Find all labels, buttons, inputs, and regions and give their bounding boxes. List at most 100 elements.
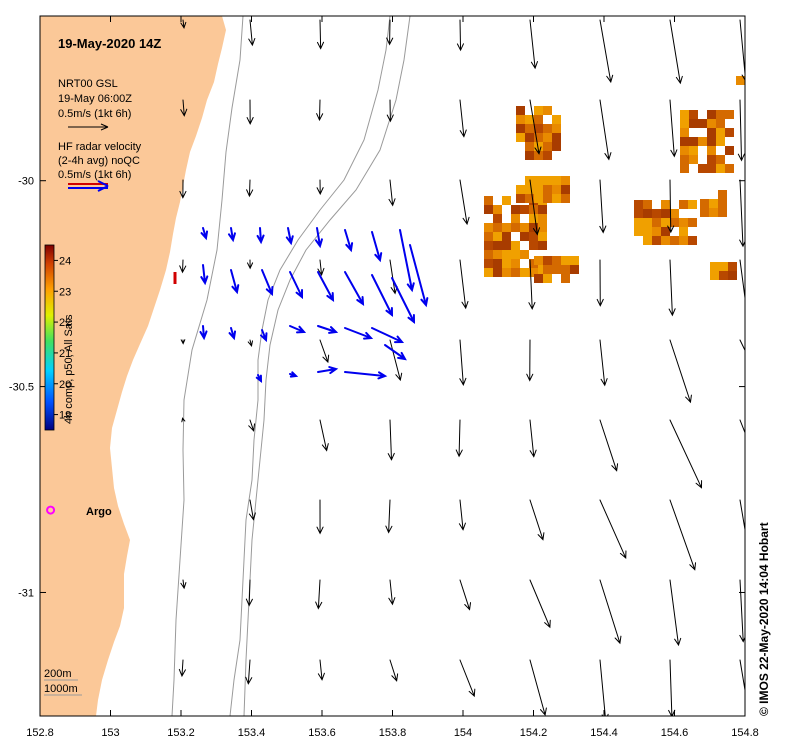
x-tick-label: 153.8: [379, 727, 407, 739]
model-arrow: [315, 579, 323, 610]
radar-arrow: [371, 274, 394, 318]
sst-cell: [728, 271, 737, 280]
sst-cell: [719, 262, 728, 271]
sst-cell: [661, 227, 670, 236]
sst-cell: [538, 223, 547, 232]
sst-cell: [511, 214, 520, 223]
sst-cell: [525, 185, 534, 194]
colorbar-ticks: 24 23 22 21 20 19: [54, 255, 71, 422]
sst-cell: [552, 124, 561, 133]
sst-cell: [652, 209, 661, 218]
x-tick-label: 154: [454, 727, 472, 739]
model-arrow: [529, 579, 551, 629]
sst-cell: [680, 137, 689, 146]
model-arrow: [599, 339, 608, 387]
colorbar-tick-label: 20: [59, 379, 71, 391]
sst-cell: [718, 208, 727, 217]
model-arrow: [455, 419, 463, 458]
colorbar-label: 4h comp, p50, All Sats: [63, 314, 75, 424]
sst-cell: [570, 256, 579, 265]
y-tick-label: -31: [18, 587, 34, 599]
sst-cell: [698, 164, 707, 173]
model-arrow: [179, 259, 187, 274]
sst-cell: [511, 259, 520, 268]
sst-cell: [520, 205, 529, 214]
sst-cell: [561, 256, 570, 265]
radar-arrow: [344, 229, 354, 253]
sst-cell: [516, 133, 525, 142]
model-arrow: [739, 579, 745, 643]
radar-arrow: [344, 371, 388, 380]
sst-cell: [643, 209, 652, 218]
sst-cell: [552, 265, 561, 274]
sst-cell: [511, 205, 520, 214]
sst-cell: [680, 110, 689, 119]
sst-cell: [484, 205, 493, 214]
model-legend-name: NRT00 GSL: [58, 78, 118, 90]
sst-cell: [511, 268, 520, 277]
x-tick-label: 153.2: [167, 727, 195, 739]
argo-float-marker: [46, 505, 56, 515]
sst-cell: [534, 256, 543, 265]
model-arrow: [599, 499, 627, 559]
sst-cell: [561, 176, 570, 185]
sst-cell: [689, 110, 698, 119]
colorbar-tick-label: 19: [59, 410, 71, 422]
model-arrow: [529, 19, 538, 70]
sst-cell: [561, 265, 570, 274]
sst-cell: [716, 137, 725, 146]
sst-cell: [707, 164, 716, 173]
sst-cell: [718, 199, 727, 208]
sst-cell: [534, 185, 543, 194]
x-tick-label: 153.4: [238, 727, 266, 739]
sst-cell: [511, 223, 520, 232]
sst-cell: [529, 223, 538, 232]
model-arrow: [529, 419, 537, 458]
sst-cell: [552, 115, 561, 124]
radar-arrow: [314, 227, 323, 249]
sst-cell: [525, 151, 534, 160]
model-arrow: [387, 419, 395, 461]
sst-cell: [484, 232, 493, 241]
imos-credit: © IMOS 22-May-2020 14:04 Hobart: [757, 522, 771, 716]
x-tick-label: 154.2: [520, 727, 548, 739]
model-arrow: [459, 99, 467, 138]
sst-cell: [634, 227, 643, 236]
y-tick-label: -30.5: [9, 382, 34, 394]
model-arrow: [459, 179, 470, 226]
model-arrow: [668, 659, 676, 716]
model-arrow: [459, 579, 472, 611]
model-arrow: [317, 659, 325, 681]
sst-cell: [516, 124, 525, 133]
sst-cell: [529, 241, 538, 250]
sst-cell: [661, 218, 670, 227]
x-tick-label: 153: [101, 727, 119, 739]
sst-cell: [670, 236, 679, 245]
sst-cell: [534, 115, 543, 124]
sst-cell: [652, 236, 661, 245]
model-arrow: [248, 499, 256, 521]
radar-arrow: [230, 269, 240, 295]
model-arrow: [316, 19, 325, 50]
radar-arrow: [317, 271, 335, 303]
sst-cell: [543, 142, 552, 151]
sst-cell: [502, 196, 511, 205]
sst-cell: [484, 241, 493, 250]
model-arrow: [529, 99, 542, 155]
sst-cell: [679, 236, 688, 245]
sst-cell: [484, 268, 493, 277]
sst-cell: [516, 185, 525, 194]
model-arrow: [316, 179, 324, 196]
model-legend-scale: 0.5m/s (1kt 6h): [58, 108, 131, 120]
sst-patches: [484, 76, 745, 283]
y-axis: -30 -30.5 -31: [9, 176, 745, 599]
sst-cell: [688, 236, 697, 245]
radar-arrow: [317, 325, 339, 334]
radar-arrow: [200, 227, 209, 241]
sst-cell: [529, 214, 538, 223]
sst-cell: [719, 271, 728, 280]
sst-cell: [561, 274, 570, 283]
radar-legend-scale: 0.5m/s (1kt 6h): [58, 169, 131, 181]
radar-arrow: [260, 329, 268, 343]
radar-arrow: [199, 325, 208, 341]
